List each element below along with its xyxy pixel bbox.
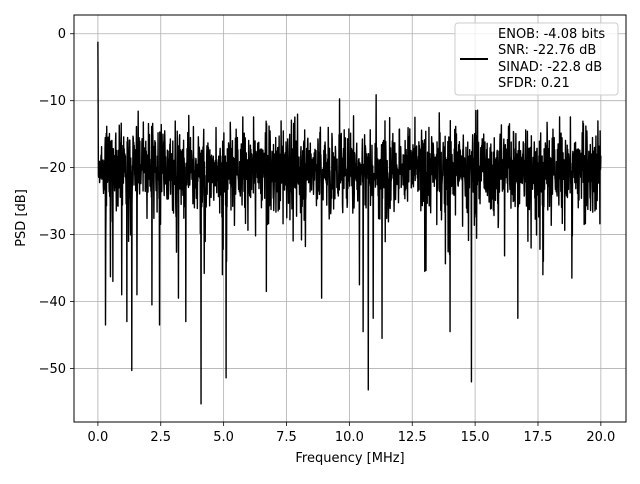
y-tick-label: −40 [39, 295, 66, 310]
x-tick-label: 7.5 [276, 430, 297, 445]
legend-entry-sfdr: SFDR: 0.21 [498, 76, 570, 91]
legend-entry-snr: SNR: -22.76 dB [498, 43, 596, 58]
x-tick-label: 10.0 [335, 430, 364, 445]
tick-layer: 0.0 2.5 5.0 7.5 10.0 12.5 15.0 17.5 20.0 0 −10 −20 −… [39, 27, 616, 445]
legend-box [454, 22, 619, 96]
x-tick-label: 12.5 [398, 430, 427, 445]
legend-entry-sinad: SINAD: -22.8 dB [498, 60, 602, 75]
plot-area-frame [73, 14, 627, 423]
y-tick-label: −30 [39, 228, 66, 243]
legend: ENOB: -4.08 bits SNR: -22.76 dB SINAD: -… [454, 22, 619, 96]
x-axis-label: Frequency [MHz] [295, 451, 404, 466]
x-tick-label: 0.0 [88, 430, 109, 445]
x-tick-label: 5.0 [213, 430, 234, 445]
x-tick-label: 2.5 [150, 430, 171, 445]
psd-series-line [97, 41, 602, 405]
y-tick-label: −50 [39, 362, 66, 377]
x-tick-label: 15.0 [461, 430, 490, 445]
y-tick-label: 0 [58, 27, 66, 42]
x-tick-label: 20.0 [586, 430, 615, 445]
y-axis-label: PSD [dB] [14, 189, 29, 247]
data-layer [97, 41, 602, 405]
x-tick-label: 17.5 [524, 430, 553, 445]
y-tick-label: −20 [39, 161, 66, 176]
y-tick-label: −10 [39, 94, 66, 109]
legend-entry-enob: ENOB: -4.08 bits [498, 27, 605, 42]
